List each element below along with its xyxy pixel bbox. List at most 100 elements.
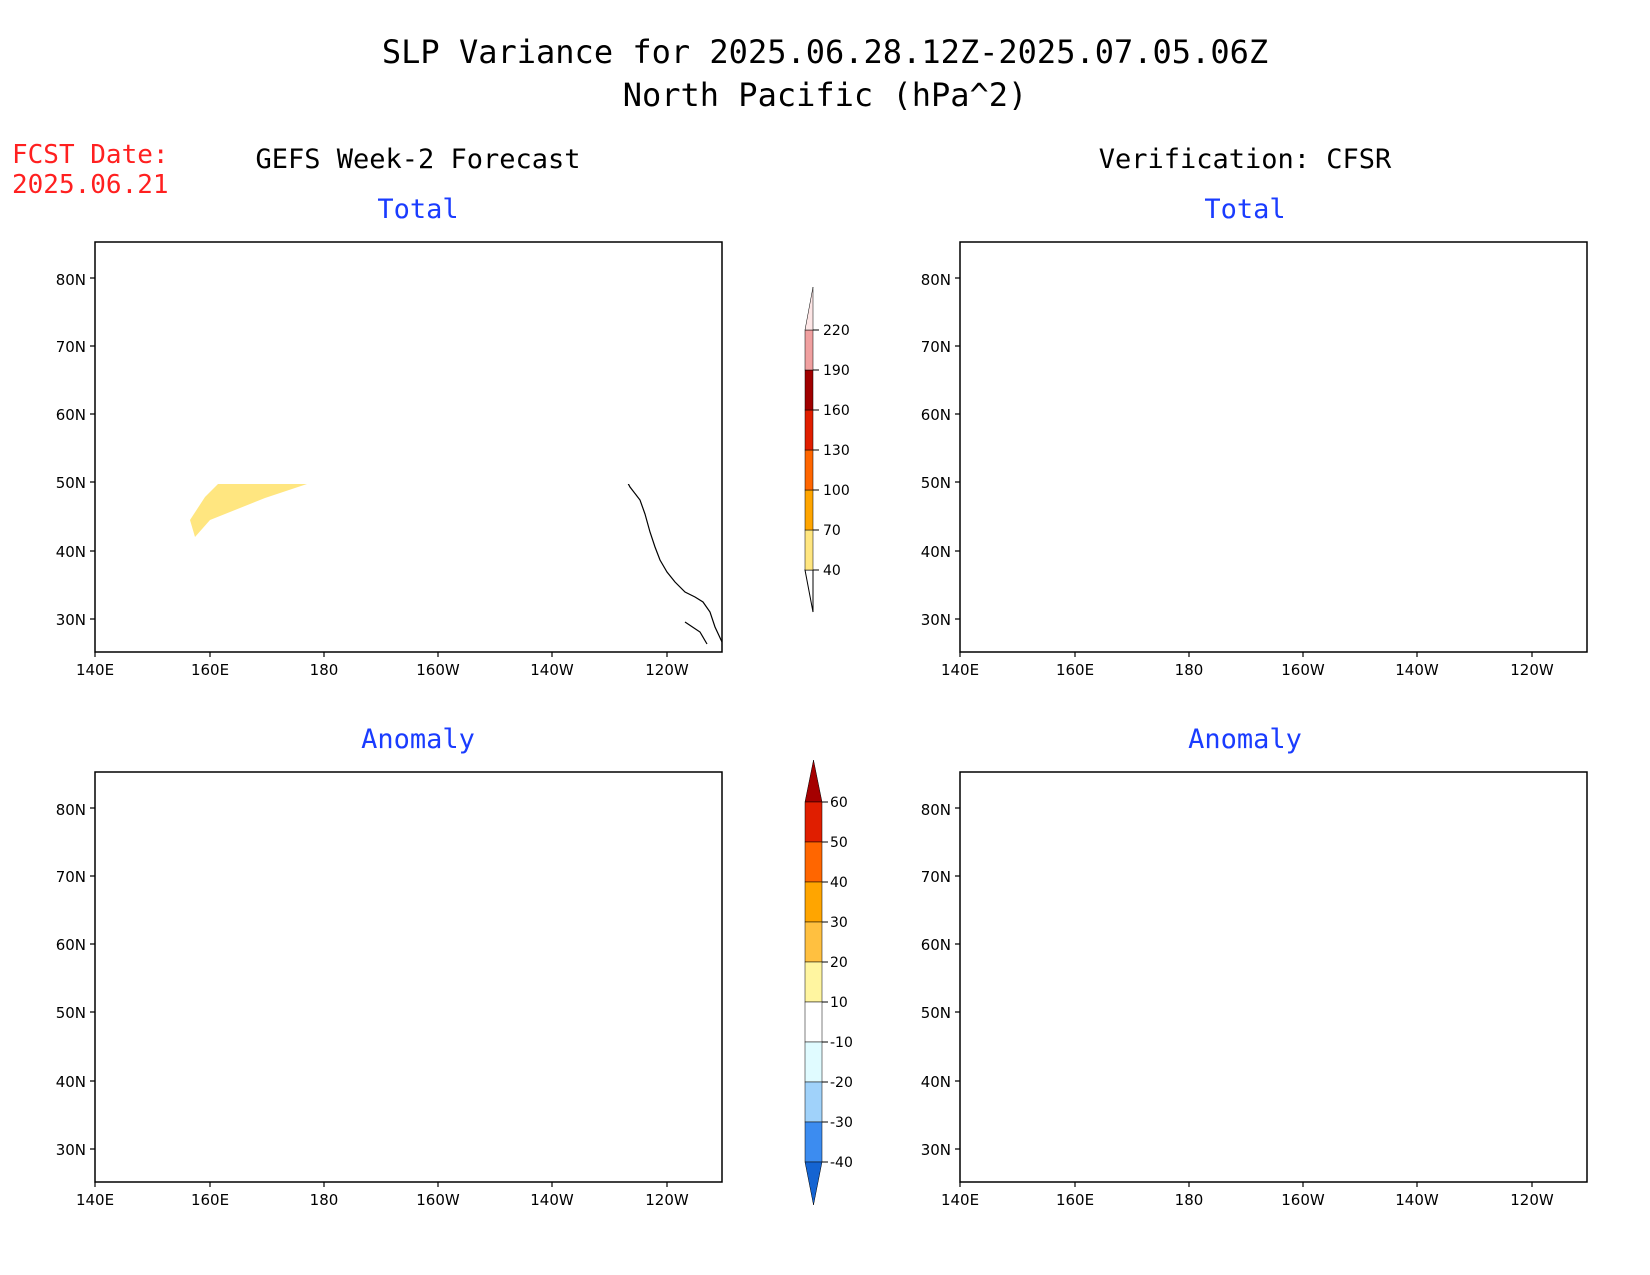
lon-tick-label: 140E	[76, 1191, 114, 1209]
anomaly-contour-neg-10-20	[1370, 957, 1475, 1047]
figure-subtitle: North Pacific (hPa^2)	[623, 76, 1028, 114]
colorbar-label: 160	[823, 403, 850, 419]
lon-tick-label: 160E	[191, 661, 229, 679]
lon-tick-label: 160E	[1056, 1191, 1094, 1209]
panel-subtitle-gefs-total: Total	[377, 194, 458, 225]
colorbar-swatch-10-20	[804, 961, 823, 1003]
lat-tick-label: 30N	[921, 611, 951, 629]
lat-tick-label: 70N	[56, 868, 86, 886]
colorbar-ticks	[813, 329, 819, 571]
axis-ticks-cfsr-anomaly: 80N 70N 60N 50N 40N 30N 140E 160E 180 16…	[921, 801, 1554, 1209]
axis-ticks-gefs-total: 80N 70N 60N 50N 40N 30N 140E 160E 180 16…	[56, 271, 689, 679]
anomaly-contour-20-30	[960, 802, 1175, 904]
lon-tick-label: 140E	[941, 1191, 979, 1209]
anomaly-contour-30-40	[1248, 922, 1322, 984]
panel-subtitle-cfsr-total: Total	[1204, 194, 1285, 225]
lon-tick-label: 140W	[530, 661, 574, 679]
figure-title: SLP Variance for 2025.06.28.12Z-2025.07.…	[382, 33, 1268, 71]
lat-tick-label: 50N	[921, 1004, 951, 1022]
anomaly-contour-10-20	[1150, 912, 1205, 927]
colorbar-ticks	[822, 801, 828, 1163]
colorbar-swatch-neg20-neg10	[804, 1041, 823, 1083]
lat-tick-label: 40N	[56, 543, 86, 561]
colorbar-swatch-40-70	[804, 529, 814, 571]
variance-contour-40-70	[1565, 394, 1587, 484]
variance-contour-40-70	[960, 256, 1252, 380]
map-panel-gefs-anomaly	[94, 771, 723, 1183]
anomaly-contour-20-30	[1030, 994, 1060, 1014]
lat-tick-label: 40N	[56, 1073, 86, 1091]
colorbar-swatch-70-100	[804, 489, 814, 531]
lon-tick-label: 180	[310, 1191, 339, 1209]
anomaly-contour-30-40	[960, 984, 985, 1014]
colorbar-label: 10	[830, 995, 848, 1011]
map-panel-cfsr-anomaly	[959, 771, 1588, 1183]
anomaly-contour-10-20	[1000, 1120, 1025, 1134]
lon-tick-label: 140E	[76, 661, 114, 679]
lon-tick-label: 140W	[1395, 1191, 1439, 1209]
anomaly-contour-neg-10-20	[280, 1030, 435, 1090]
colorbar-swatch-190-220	[804, 329, 814, 371]
colorbar-label: 30	[830, 915, 848, 931]
lon-tick-label: 120W	[645, 661, 689, 679]
variance-contour-40-70	[1090, 380, 1290, 497]
lon-tick-label: 160W	[416, 661, 460, 679]
lon-tick-label: 180	[1175, 1191, 1204, 1209]
colorbar-cap-top	[804, 759, 823, 803]
anomaly-contour-10-20	[1202, 900, 1360, 1010]
colorbar-swatch-40-50	[804, 841, 823, 883]
lon-tick-label: 120W	[645, 1191, 689, 1209]
anomaly-contour-neg-30-40	[1138, 1012, 1155, 1047]
lat-tick-label: 30N	[921, 1141, 951, 1159]
map-panel-gefs-total	[94, 241, 723, 653]
colorbar-swatch-130-160	[804, 409, 814, 451]
total-colorbar: 40 70 100 130 160 190 220	[804, 286, 850, 613]
anomaly-contour-neg-20-30	[1090, 987, 1215, 1077]
colorbar-swatch-neg40-neg30	[804, 1121, 823, 1163]
colorbar-label: 60	[830, 795, 848, 811]
lat-tick-label: 60N	[921, 936, 951, 954]
colorbar-swatch-20-30	[804, 921, 823, 963]
anomaly-contour-neg-10-20	[960, 972, 1315, 1112]
anomaly-contour-10-20	[960, 779, 1310, 917]
colorbar-swatch-30-40	[804, 881, 823, 923]
lat-tick-label: 30N	[56, 1141, 86, 1159]
anomaly-colorbar: 60 50 40 30 20 10 -10 -20 -30 -40	[804, 759, 853, 1206]
colorbar-label: -10	[830, 1035, 853, 1051]
lat-tick-labels: 80N 70N 60N 50N 40N 30N	[56, 271, 86, 629]
lat-tick-label: 70N	[921, 868, 951, 886]
lon-tick-label: 180	[1175, 661, 1204, 679]
axis-ticks-gefs-anomaly: 80N 70N 60N 50N 40N 30N 140E 160E 180 16…	[56, 801, 689, 1209]
colorbar-swatch-100-130	[804, 449, 814, 491]
lon-tick-labels: 140E 160E 180 160W 140W 120W	[76, 661, 689, 679]
variance-contour-70-100	[1108, 340, 1120, 346]
anomaly-contour-20-30	[95, 1157, 127, 1182]
lon-tick-label: 160E	[1056, 661, 1094, 679]
colorbar-label: 70	[823, 523, 841, 539]
colorbar-label: -30	[830, 1115, 853, 1131]
anomaly-contour-neg-10-20	[1175, 814, 1520, 892]
colorbar-label: 40	[823, 563, 841, 579]
anomaly-contour-neg-10-20	[960, 772, 1005, 797]
colorbar-swatch-neg30-neg20	[804, 1081, 823, 1123]
lat-tick-label: 80N	[921, 801, 951, 819]
colorbar-label: 130	[823, 443, 850, 459]
variance-contour-40-70	[1040, 467, 1082, 500]
anomaly-contour-10-20	[1545, 922, 1587, 1012]
left-column-header: GEFS Week-2 Forecast	[255, 144, 580, 175]
colorbar-label: 190	[823, 363, 850, 379]
anomaly-contour-20-30	[263, 970, 310, 1000]
colorbar-swatch-50-60	[804, 801, 823, 843]
lon-tick-label: 140E	[941, 661, 979, 679]
colorbar-cap-top	[804, 286, 814, 331]
colorbar-label: 100	[823, 483, 850, 499]
panel-subtitle-gefs-anomaly: Anomaly	[361, 724, 475, 755]
lat-tick-label: 50N	[56, 474, 86, 492]
lon-tick-label: 160W	[416, 1191, 460, 1209]
colorbar-label: 50	[830, 835, 848, 851]
anomaly-contour-10-20	[185, 920, 415, 1064]
lat-tick-label: 70N	[921, 338, 951, 356]
lat-tick-label: 80N	[56, 271, 86, 289]
lon-tick-label: 160E	[191, 1191, 229, 1209]
